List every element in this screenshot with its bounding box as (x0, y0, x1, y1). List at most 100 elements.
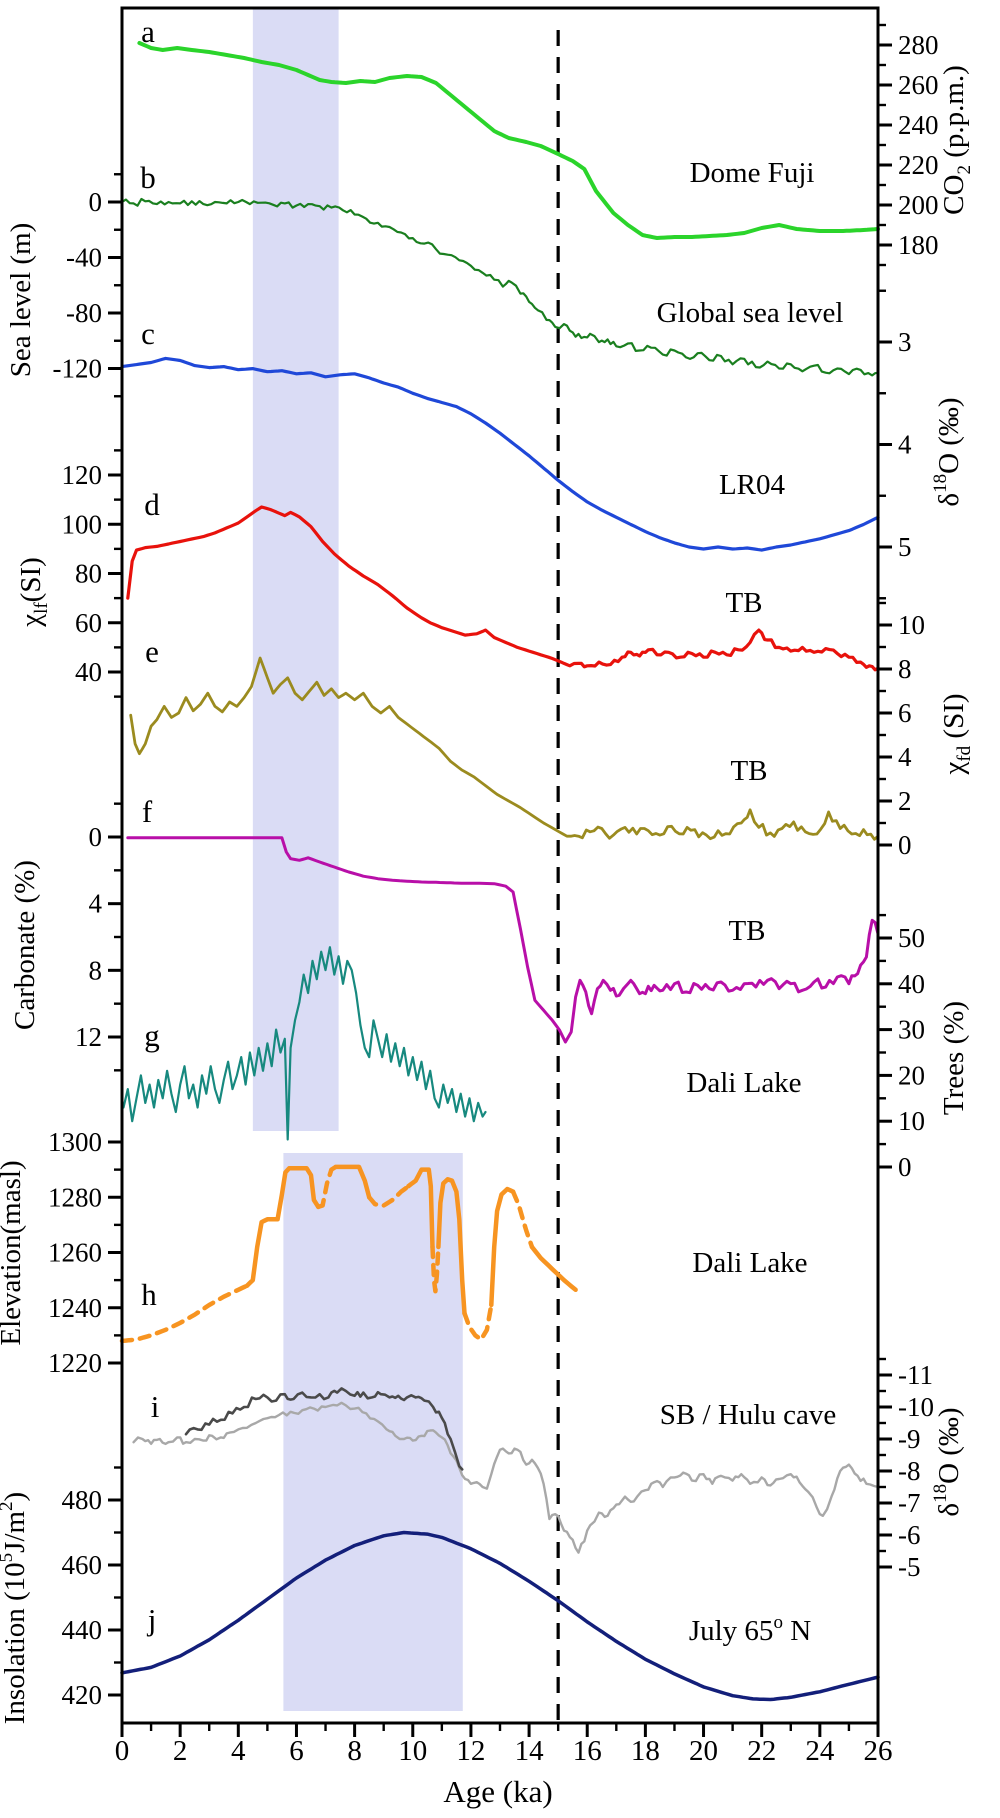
x-tick-label: 18 (631, 1735, 660, 1767)
y-tick-label: -5 (898, 1552, 921, 1582)
y-tick-label: -9 (898, 1424, 921, 1454)
y-tick-label: -120 (53, 354, 103, 384)
y-tick-label: 40 (898, 969, 925, 999)
panel-letter-b: b (140, 160, 156, 195)
series-h-lake-elevation-seg12 (529, 1244, 578, 1293)
axis-c: 3 4 5 (878, 289, 912, 600)
y-tick-label: 0 (898, 830, 912, 860)
series-i-hulu-d18o (184, 1387, 464, 1471)
y-tick-label: -11 (898, 1360, 933, 1390)
series-h-lake-elevation-seg5 (366, 1183, 411, 1208)
series-c-lr04 (120, 356, 880, 552)
axis-title-f: Carbonate (%) (9, 860, 41, 1030)
y-tick-label: 440 (62, 1615, 103, 1645)
x-tick-label: 16 (573, 1735, 602, 1767)
axis-title-i: δ18O (‰) (930, 1407, 965, 1516)
y-tick-label: 8 (898, 654, 912, 684)
series-g-trees (122, 946, 487, 1141)
panel-letter-h: h (141, 1277, 157, 1312)
series-label-c: LR04 (719, 469, 786, 501)
y-tick-label: 1300 (48, 1127, 102, 1157)
plot-border (120, 6, 880, 1725)
y-tick-label: 2 (898, 786, 912, 816)
series-label-i: SB / Hulu cave (660, 1399, 836, 1431)
panel-letter-d: d (144, 487, 160, 522)
y-tick-label: 240 (898, 110, 939, 140)
y-tick-label: 0 (89, 822, 103, 852)
y-tick-label: 280 (898, 30, 939, 60)
x-tick-label: 4 (231, 1735, 246, 1767)
y-tick-label: 260 (898, 70, 939, 100)
y-tick-label: -10 (898, 1392, 934, 1422)
x-tick-label: 2 (173, 1735, 188, 1767)
y-tick-label: 60 (75, 608, 102, 638)
x-tick-label: 12 (456, 1735, 485, 1767)
axis-g: 50 40 30 20 10 0 (878, 913, 925, 1182)
axis-h: 1300 1280 1260 1240 1220 (48, 1127, 122, 1378)
y-tick-label: 220 (898, 150, 939, 180)
x-tick-label: 6 (289, 1735, 304, 1767)
axis-title-c: δ18O (‰) (930, 397, 965, 506)
x-tick-label: 10 (398, 1735, 427, 1767)
y-tick-label: 80 (75, 559, 102, 589)
x-tick-label: 8 (347, 1735, 362, 1767)
axis-b: 0 -40 -80 -120 (53, 173, 122, 398)
y-tick-label: -6 (898, 1520, 921, 1550)
y-tick-label: 120 (62, 460, 103, 490)
series-label-b: Global sea level (657, 297, 844, 329)
y-tick-label: 10 (898, 1106, 925, 1136)
x-tick-label: 26 (864, 1735, 893, 1767)
y-tick-label: 4 (89, 889, 103, 919)
series-label-f: TB (728, 915, 765, 947)
y-tick-label: 460 (62, 1550, 103, 1580)
axis-title-g: Trees (%) (938, 1001, 970, 1115)
y-tick-label: 180 (898, 230, 939, 260)
series-label-h: Dali Lake (692, 1247, 807, 1279)
x-tick-label: 22 (747, 1735, 776, 1767)
y-tick-label: 50 (898, 923, 925, 953)
series-label-a: Dome Fuji (690, 157, 815, 189)
axis-d: 120 100 80 60 40 (62, 449, 122, 698)
y-tick-label: 20 (898, 1060, 925, 1090)
x-tick-label: 20 (689, 1735, 718, 1767)
y-tick-label: 420 (62, 1680, 103, 1710)
y-tick-label: 40 (75, 657, 102, 687)
highlight-band-1 (252, 8, 339, 1131)
y-tick-label: 1220 (48, 1348, 102, 1378)
axis-a: 280 260 240 220 200 180 (878, 23, 939, 267)
axis-e: 10 8 6 4 2 0 (878, 601, 925, 860)
y-tick-label: 0 (898, 1152, 912, 1182)
series-d-chi-lf (126, 505, 880, 672)
y-tick-label: 10 (898, 610, 925, 640)
panel-letter-f: f (142, 794, 153, 829)
y-tick-label: 8 (89, 955, 103, 985)
x-tick-label: 14 (515, 1735, 545, 1767)
panel-letter-e: e (145, 634, 159, 669)
x-axis-title: Age (ka) (443, 1774, 552, 1809)
y-tick-label: 480 (62, 1485, 103, 1515)
x-tick-label: 0 (115, 1735, 130, 1767)
series-h-lake-elevation-seg6 (406, 1167, 435, 1250)
y-tick-label: 4 (898, 430, 912, 460)
series-h-lake-elevation-seg10 (489, 1186, 516, 1308)
series-a-co2 (137, 41, 880, 240)
y-tick-label: 4 (898, 742, 912, 772)
panel-letter-c: c (141, 316, 155, 351)
series-i-sb-d18o (132, 1401, 880, 1554)
series-label-g: Dali Lake (686, 1067, 801, 1099)
x-tick-label: 24 (805, 1735, 835, 1767)
y-tick-label: 0 (89, 187, 103, 217)
series-h-lake-elevation-seg11 (510, 1189, 535, 1250)
series-label-j: July 65o N (689, 1612, 811, 1647)
series-h-lake-elevation-seg9 (462, 1302, 494, 1342)
y-tick-label: 6 (898, 698, 912, 728)
x-axis: 0 2 4 6 8 10 12 14 16 18 20 22 24 26 (115, 1723, 893, 1767)
panel-letter-g: g (144, 1018, 160, 1053)
axis-title-h: Elevation(masl) (0, 1160, 27, 1345)
axis-j: 480 460 440 420 (62, 1466, 122, 1710)
y-tick-label: -40 (66, 243, 102, 273)
y-tick-label: 1260 (48, 1238, 102, 1268)
axis-title-b: Sea level (m) (5, 223, 37, 378)
